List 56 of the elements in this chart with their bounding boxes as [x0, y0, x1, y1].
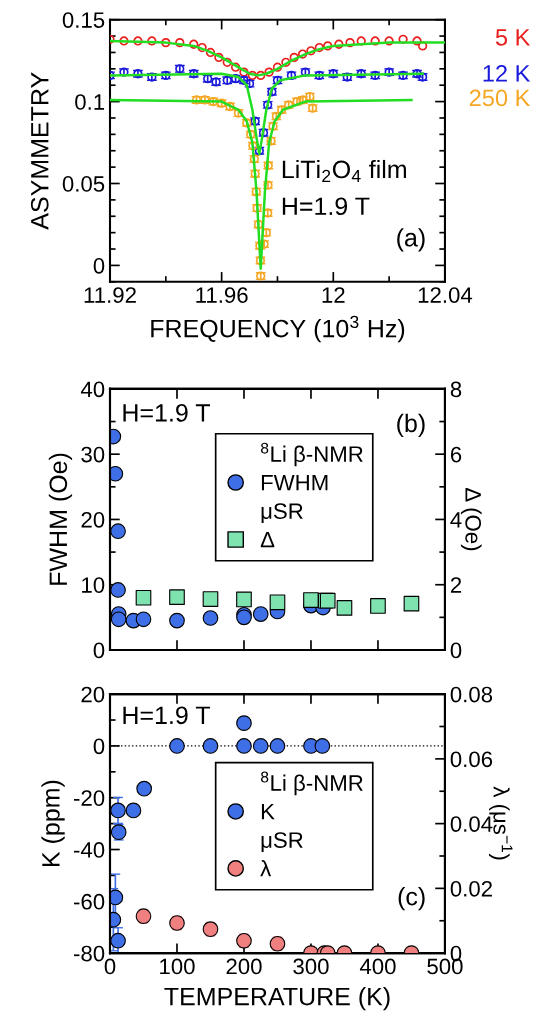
y-tick-label: 0.1: [75, 94, 105, 110]
legend-label: K: [261, 803, 275, 820]
y2-tick-label: 0.06: [450, 751, 493, 768]
legend-label: Δ: [260, 531, 275, 548]
y-axis-title: K (ppm): [41, 780, 65, 867]
annotation: μSR: [261, 503, 303, 524]
text: 250 K: [469, 89, 531, 107]
x-tick-label: 12.04: [418, 287, 473, 303]
annotation: H=1.9 T: [123, 706, 210, 725]
x-tick-label: 0: [104, 958, 116, 975]
legend-label: λ: [260, 860, 272, 877]
y-axis-title: FWHM (Oe): [48, 453, 73, 585]
x-axis-title: TEMPERATURE (K): [164, 987, 390, 1011]
text: 12 K: [483, 65, 531, 82]
annotation: (c): [398, 887, 425, 911]
y-tick-label: -60: [74, 893, 105, 910]
y-tick-label: 30: [81, 446, 105, 463]
y2-tick-label: 2: [450, 577, 462, 593]
annotation: (a): [397, 228, 425, 252]
annotation: LiTi$_{2}$O$_{4}$ film: [282, 159, 406, 182]
y-tick-label: 0.15: [62, 12, 105, 28]
y-tick-label: 40: [80, 381, 105, 398]
y-tick-label: -80: [74, 945, 105, 962]
y-tick-label: 0: [93, 738, 105, 755]
y2-axis-title: Δ (Oe): [460, 488, 482, 551]
x-axis-title: FREQUENCY (10$^{3}$ Hz): [151, 315, 405, 343]
y-tick-label: -40: [74, 842, 105, 858]
x-tick-label: 200: [226, 958, 262, 975]
x-tick-label: 100: [160, 958, 195, 975]
x-tick-label: 300: [293, 958, 329, 975]
annotation: μSR: [261, 832, 303, 852]
x-tick-label: 400: [359, 958, 396, 975]
y-tick-label: 0: [93, 257, 105, 274]
y2-tick-label: 0: [450, 642, 462, 659]
text: 5 K: [495, 29, 531, 46]
x-tick-label: 12: [322, 287, 345, 303]
y-tick-label: 20: [81, 686, 105, 703]
x-tick-label: 11.96: [196, 287, 248, 303]
y2-tick-label: 0.08: [450, 686, 493, 703]
y-tick-label: 0: [93, 642, 105, 659]
y-axis-title: ASYMMETRY: [30, 72, 49, 230]
annotation: (b): [397, 413, 425, 438]
annotation: $^{8}$Li β-NMR: [260, 771, 363, 796]
annotation: H=1.9 T: [123, 404, 210, 422]
y2-tick-label: 8: [450, 381, 462, 398]
x-tick-label: 11.92: [84, 287, 136, 303]
annotation: H=1.9 T: [282, 197, 370, 216]
y-tick-label: 20: [81, 511, 105, 528]
y-tick-label: 10: [82, 577, 105, 593]
legend-label: FWHM: [261, 475, 328, 491]
y2-tick-label: 4: [450, 512, 462, 528]
annotation: $^{8}$Li β-NMR: [260, 442, 363, 467]
y2-tick-label: 6: [450, 446, 462, 463]
y-tick-label: 0.05: [62, 176, 105, 192]
y-tick-label: -20: [74, 790, 105, 806]
y2-tick-label: 0.02: [450, 880, 492, 897]
